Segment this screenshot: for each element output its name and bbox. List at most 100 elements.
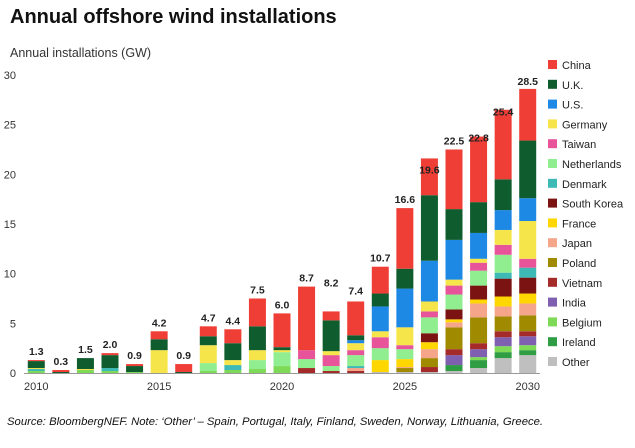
bar-segment	[470, 232, 488, 259]
bar-segment	[52, 372, 70, 373]
bar-segment	[347, 350, 365, 356]
legend-label: China	[562, 60, 592, 72]
bar-segment	[175, 372, 193, 373]
legend-label: Germany	[562, 119, 608, 131]
bar-segment	[175, 364, 193, 373]
bar-segment	[445, 322, 463, 328]
x-tick-label: 2025	[393, 381, 417, 393]
bar-segment	[371, 372, 389, 373]
bar-segment	[494, 254, 512, 273]
bar-segment	[126, 366, 144, 373]
bar-segment	[519, 355, 537, 373]
bar-segment	[420, 349, 438, 359]
bar-segment	[371, 348, 389, 361]
legend-swatch	[548, 238, 557, 248]
bar-segment	[76, 370, 94, 373]
bar-segment	[396, 288, 414, 328]
bar-segment	[470, 349, 488, 358]
bar-segment	[101, 353, 119, 356]
bar-segment	[347, 371, 365, 373]
bar-segment	[445, 239, 463, 280]
legend-swatch	[548, 258, 557, 267]
bar-total-label: 8.7	[299, 273, 314, 285]
bar-total-label: 7.5	[250, 285, 265, 297]
bar-segment	[396, 327, 414, 346]
bar-segment	[494, 296, 512, 307]
legend-label: France	[562, 218, 596, 230]
bar-segment	[420, 260, 438, 302]
bar-segment	[224, 329, 242, 344]
bar-segment	[248, 298, 266, 327]
bar-total-label: 22.5	[444, 136, 465, 148]
bar-segment	[519, 88, 537, 141]
bar-total-label: 8.2	[324, 278, 339, 290]
bar-segment	[199, 363, 217, 372]
bar-segment	[519, 140, 537, 199]
legend-swatch	[548, 337, 557, 347]
bar-segment	[224, 365, 242, 371]
bar-segment	[445, 209, 463, 240]
bar-segment	[445, 355, 463, 366]
legend-label: Denmark	[562, 179, 607, 191]
bar-segment	[371, 337, 389, 349]
bar-segment	[347, 343, 365, 351]
bar-segment	[396, 349, 414, 360]
legend-label: Vietnam	[562, 278, 602, 290]
bar-segment	[27, 360, 45, 362]
bar-total-label: 4.2	[152, 317, 167, 329]
bar-segment	[273, 313, 291, 348]
bar-segment	[494, 109, 512, 180]
bar-segment	[470, 270, 488, 286]
bar-segment	[470, 303, 488, 318]
bar-segment	[420, 195, 438, 261]
bar-total-label: 10.7	[370, 253, 391, 265]
bar-segment	[494, 352, 512, 359]
bar-total-label: 7.4	[348, 285, 363, 297]
bar-segment	[224, 370, 242, 373]
bar-segment	[298, 286, 316, 351]
bar-segment	[396, 368, 414, 373]
bar-segment	[420, 317, 438, 334]
bar-segment	[101, 368, 119, 372]
bar-segment	[199, 371, 217, 373]
bar-segment	[519, 267, 537, 278]
bar-segment	[396, 367, 414, 369]
bar-segment	[519, 221, 537, 259]
bar-segment	[519, 315, 537, 332]
bar-segment	[396, 359, 414, 368]
legend-label: U.K.	[562, 80, 583, 92]
bar-total-label: 4.4	[226, 315, 241, 327]
bar-segment	[420, 367, 438, 373]
y-tick-label: 25	[4, 120, 16, 132]
bar-segment	[76, 369, 94, 371]
bar-segment	[126, 372, 144, 373]
legend-swatch	[548, 178, 557, 188]
bar-segment	[224, 360, 242, 366]
bar-segment	[396, 345, 414, 350]
bar-segment	[494, 244, 512, 255]
bar-total-label: 2.0	[103, 339, 118, 351]
legend-swatch	[548, 198, 557, 208]
bar-segment	[150, 331, 168, 340]
bar-total-label: 0.3	[54, 356, 69, 368]
bar-segment	[347, 368, 365, 372]
bar-segment	[298, 350, 316, 360]
bar-segment	[519, 198, 537, 222]
legend-swatch	[548, 99, 557, 109]
bar-segment	[199, 326, 217, 337]
bar-segment	[519, 258, 537, 268]
bar-segment	[371, 293, 389, 307]
bar-segment	[101, 355, 119, 369]
legend-swatch	[548, 357, 557, 366]
bar-segment	[519, 336, 537, 346]
y-axis-label: Annual installations (GW)	[10, 46, 151, 60]
bar-segment	[420, 358, 438, 368]
bar-segment	[27, 371, 45, 373]
bar-segment	[519, 350, 537, 356]
bar-segment	[470, 136, 488, 203]
legend-label: Poland	[562, 258, 596, 270]
bar-segment	[371, 266, 389, 294]
bar-segment	[396, 268, 414, 289]
bar-segment	[347, 340, 365, 344]
bar-total-label: 6.0	[275, 299, 290, 311]
